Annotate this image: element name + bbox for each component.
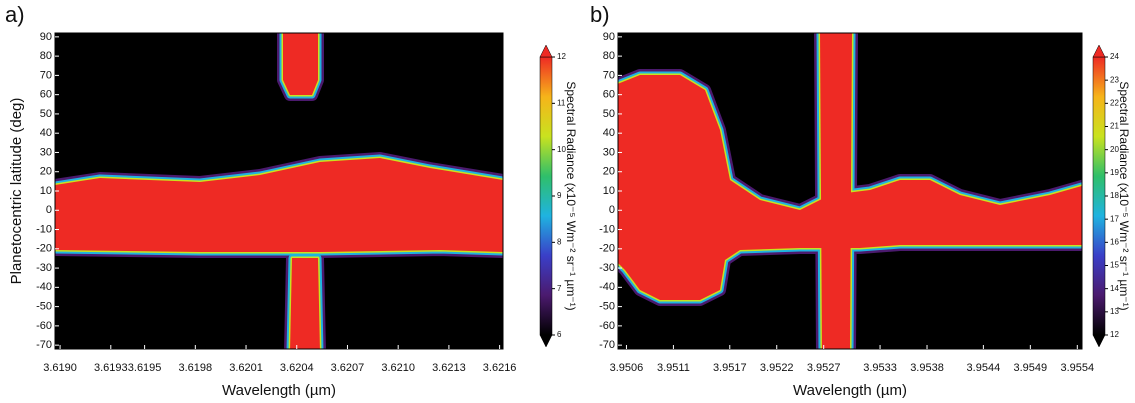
x-tick-label: 3.9533 [863,362,897,374]
x-axis-label: Wavelength (µm) [793,382,907,399]
y-tick-label: -10 [36,223,52,235]
colorbar-tick-label: 11 [557,98,566,107]
colorbar-tick-label: 20 [1110,145,1119,154]
y-tick-label: -50 [36,301,52,313]
y-tick-label: 40 [603,127,615,139]
colorbar-tick-label: 16 [1110,237,1119,246]
y-tick-label: 90 [40,31,52,43]
y-tick-label: 60 [603,89,615,101]
colorbar-tick-label: 13 [1110,307,1119,316]
y-tick-label: 90 [603,31,615,43]
colorbar-tick-label: 10 [557,145,566,154]
y-tick-label: -50 [599,301,615,313]
x-tick-label: 3.9554 [1060,362,1094,374]
colorbar-tick-label: 21 [1110,122,1119,131]
contour-field [55,33,503,349]
y-tick-label: 0 [609,204,615,216]
colorbar-tick-label: 12 [557,52,566,61]
y-tick-label: -70 [36,339,52,351]
y-tick-label: -60 [36,320,52,332]
y-tick-label: 30 [40,146,52,158]
x-tick-label: 3.9511 [657,362,690,374]
colorbar-tick-label: 14 [1110,284,1119,293]
y-tick-label: 70 [40,69,52,81]
y-tick-label: -30 [36,262,52,274]
y-tick-label: 80 [40,50,52,62]
x-tick-label: 3.6216 [483,362,517,374]
panel-label: a) [5,2,25,27]
x-axis-label: Wavelength (µm) [222,382,336,399]
x-tick-label: 3.6193 [94,362,128,374]
colorbar-tick-label: 19 [1110,168,1119,177]
colorbar-label: Spectral Radiance (x10⁻⁵ Wm⁻² sr⁻¹ µm⁻¹) [564,81,578,310]
y-tick-label: -60 [599,320,615,332]
x-tick-label: 3.9538 [910,362,944,374]
y-tick-label: 70 [603,69,615,81]
y-tick-label: 10 [40,185,52,197]
colorbar-tick-label: 18 [1110,191,1119,200]
colorbar-cap [539,44,553,58]
x-tick-label: 3.9527 [807,362,841,374]
y-tick-label: 20 [603,166,615,178]
x-tick-label: 3.6207 [331,362,365,374]
y-tick-label: 80 [603,50,615,62]
colorbar-label: Spectral Radiance (x10⁻⁵ Wm⁻² sr⁻¹ µm⁻¹) [1117,81,1131,310]
x-tick-label: 3.6210 [381,362,415,374]
colorbar-tick-label: 24 [1110,52,1119,61]
y-axis-label: Planetocentric latitude (deg) [8,98,25,285]
x-tick-label: 3.6190 [43,362,77,374]
y-tick-label: -40 [36,281,52,293]
x-tick-label: 3.6213 [432,362,466,374]
colorbar-tick-label: 15 [1110,261,1119,270]
y-tick-label: -10 [599,223,615,235]
colorbar-tick-label: 7 [557,284,562,293]
x-tick-label: 3.9506 [610,362,644,374]
x-tick-label: 3.9544 [967,362,1001,374]
y-tick-label: 30 [603,146,615,158]
colorbar-cap [539,334,553,348]
y-tick-label: 20 [40,166,52,178]
y-tick-label: 50 [40,108,52,120]
colorbar-tick-label: 17 [1110,214,1119,223]
colorbar-cap [1092,334,1106,348]
colorbar [1092,56,1106,336]
panel-label: b) [590,2,610,27]
x-tick-label: 3.6204 [280,362,314,374]
x-tick-label: 3.9522 [760,362,794,374]
colorbar-tick-label: 22 [1110,98,1119,107]
colorbar-tick-label: 8 [557,237,562,246]
colorbar-tick-label: 12 [1110,330,1119,339]
y-tick-label: -70 [599,339,615,351]
contour-field [618,33,1082,349]
y-tick-label: 10 [603,185,615,197]
colorbar [539,56,553,336]
x-tick-label: 3.6198 [178,362,212,374]
x-tick-label: 3.6201 [229,362,263,374]
y-tick-label: 50 [603,108,615,120]
y-tick-label: 0 [46,204,52,216]
y-tick-label: 40 [40,127,52,139]
y-tick-label: 60 [40,89,52,101]
colorbar-tick-label: 23 [1110,75,1119,84]
y-tick-label: -20 [599,243,615,255]
x-tick-label: 3.9549 [1014,362,1048,374]
colorbar-tick-label: 9 [557,191,562,200]
colorbar-cap [1092,44,1106,58]
colorbar-tick-label: 6 [557,330,562,339]
x-tick-label: 3.9517 [713,362,747,374]
x-tick-label: 3.6195 [128,362,162,374]
y-tick-label: -20 [36,243,52,255]
y-tick-label: -40 [599,281,615,293]
y-tick-label: -30 [599,262,615,274]
